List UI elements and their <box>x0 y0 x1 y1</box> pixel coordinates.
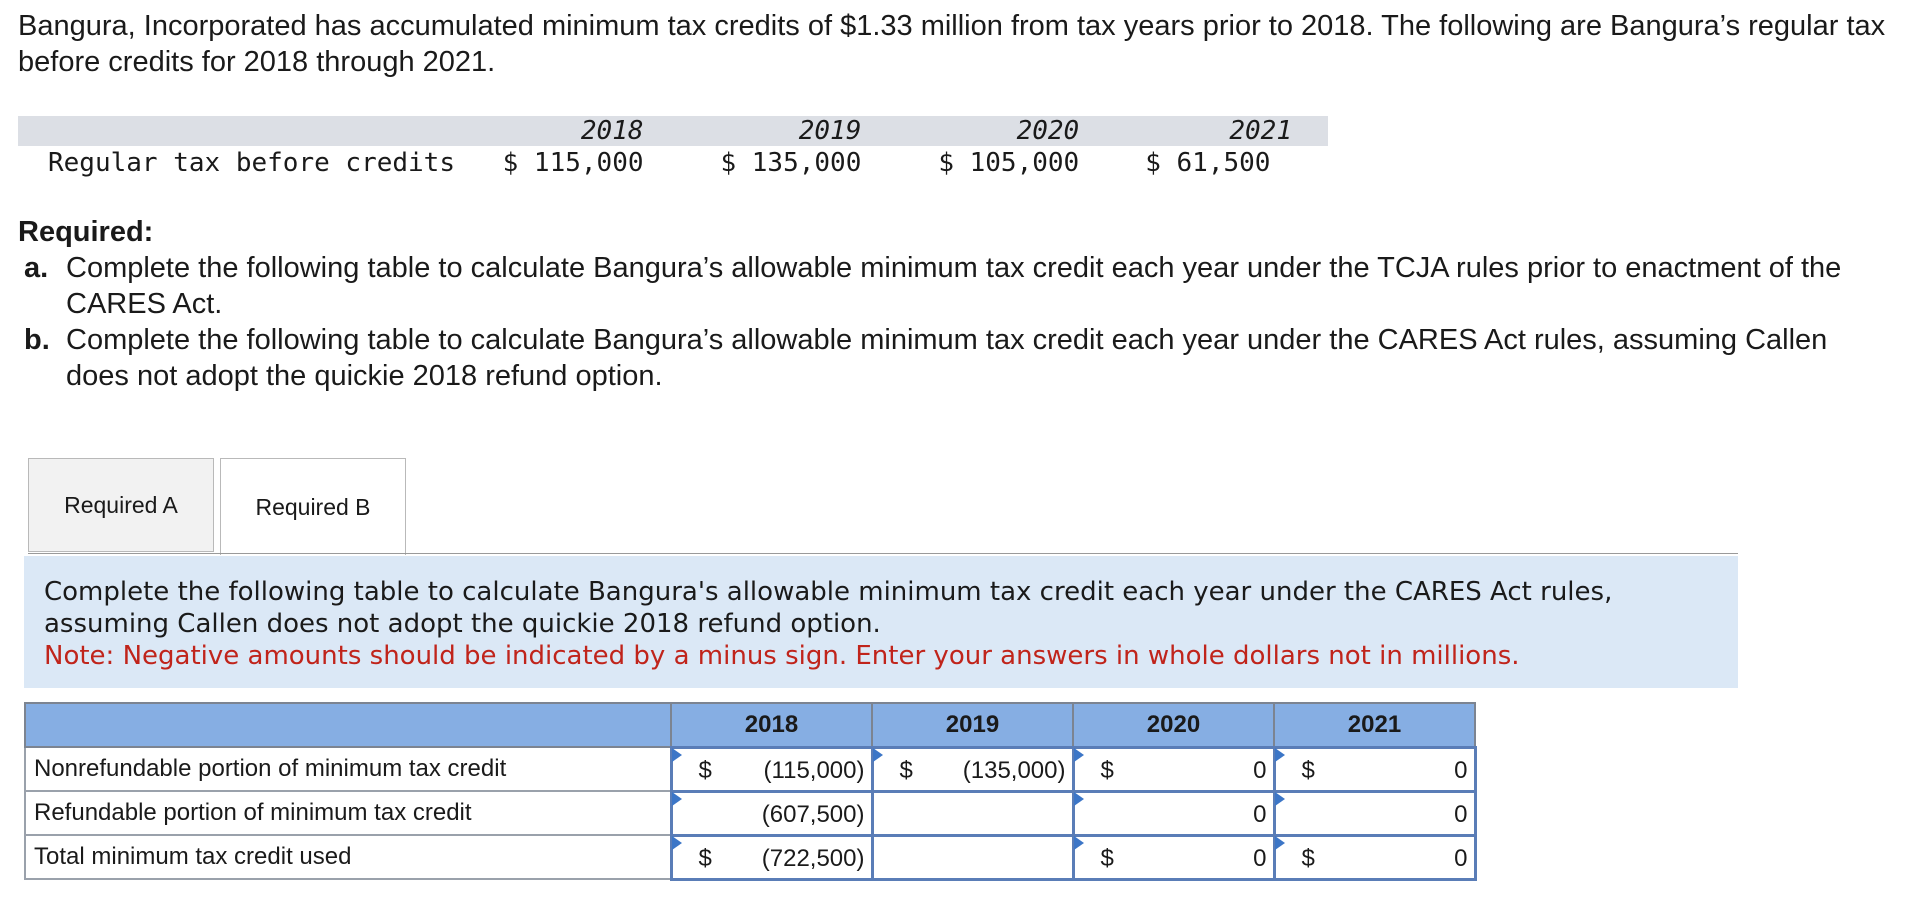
cell-value: 0 <box>1454 756 1468 784</box>
currency-symbol: $ <box>698 756 712 784</box>
required-item-letter: b. <box>24 324 50 356</box>
flag-icon <box>671 835 682 850</box>
input-refundable-2021[interactable]: 0 <box>1272 789 1477 837</box>
required-item-letter: a. <box>24 252 49 284</box>
row-label: Total minimum tax credit used <box>24 834 672 880</box>
required-section: Required: a. Complete the following tabl… <box>18 214 1898 394</box>
cell-value: 0 <box>1253 756 1267 784</box>
given-year-2021: 2021 <box>1115 116 1328 146</box>
flag-icon <box>671 747 682 762</box>
input-nonrefundable-2018[interactable]: $ (115,000) <box>669 745 874 793</box>
required-item-text: Complete the following table to calculat… <box>66 252 1842 320</box>
input-refundable-2020[interactable]: 0 <box>1071 789 1276 837</box>
flag-icon <box>872 747 883 762</box>
instruction-panel: Complete the following table to calculat… <box>24 556 1738 688</box>
flag-icon <box>1073 747 1084 762</box>
cell-value: (135,000) <box>962 756 1066 784</box>
tab-required-a[interactable]: Required A <box>28 458 214 552</box>
input-total-2021[interactable]: $0 <box>1272 833 1477 881</box>
answer-year-2020: 2020 <box>1072 702 1275 748</box>
tab-required-b[interactable]: Required B <box>220 458 406 555</box>
flag-icon <box>1274 747 1285 762</box>
table-row: Nonrefundable portion of minimum tax cre… <box>24 745 1477 793</box>
input-total-2020[interactable]: $0 <box>1071 833 1276 881</box>
answer-table: 2018 2019 2020 2021 Nonrefundable portio… <box>24 702 1477 881</box>
cell-value: (722,500) <box>761 844 865 872</box>
instruction-note: Note: Negative amounts should be indicat… <box>44 641 1520 671</box>
flag-icon <box>1274 791 1285 806</box>
input-nonrefundable-2021[interactable]: $0 <box>1272 745 1477 793</box>
answer-year-2018: 2018 <box>670 702 873 748</box>
flag-icon <box>1073 835 1084 850</box>
given-value-2019: $ 135,000 <box>720 148 862 178</box>
input-total-2018[interactable]: $ (722,500) <box>669 833 874 881</box>
problem-intro: Bangura, Incorporated has accumulated mi… <box>18 10 1886 78</box>
currency-symbol: $ <box>1100 756 1114 784</box>
cell-value: (607,500) <box>761 800 865 828</box>
required-item-text: Complete the following table to calculat… <box>66 324 1828 392</box>
table-row: Refundable portion of minimum tax credit… <box>24 789 1477 837</box>
input-refundable-2018[interactable]: (607,500) <box>669 789 874 837</box>
answer-year-2021: 2021 <box>1273 702 1476 748</box>
input-nonrefundable-2019[interactable]: $ (135,000) <box>870 745 1075 793</box>
given-year-2020: 2020 <box>897 116 1116 146</box>
cell-value: 0 <box>1454 800 1468 828</box>
instruction-text: Complete the following table to calculat… <box>44 577 1613 639</box>
currency-symbol: $ <box>1301 756 1315 784</box>
given-value-2018: $ 115,000 <box>502 148 644 178</box>
currency-symbol: $ <box>698 844 712 872</box>
answer-year-2019: 2019 <box>871 702 1074 748</box>
row-label: Refundable portion of minimum tax credit <box>24 790 672 836</box>
flag-icon <box>1274 835 1285 850</box>
regular-tax-table: 2018 2019 2020 2021 Regular tax before c… <box>18 116 1328 180</box>
flag-icon <box>1073 791 1084 806</box>
required-item-b: b. Complete the following table to calcu… <box>24 322 1898 394</box>
input-nonrefundable-2020[interactable]: $0 <box>1071 745 1276 793</box>
flag-icon <box>671 791 682 806</box>
given-year-2018: 2018 <box>477 116 680 146</box>
given-row-label: Regular tax before credits <box>48 148 455 178</box>
row-label: Nonrefundable portion of minimum tax cre… <box>24 746 672 792</box>
input-total-2019[interactable] <box>870 833 1075 881</box>
tab-divider <box>28 553 1738 554</box>
required-heading: Required: <box>18 216 154 248</box>
currency-symbol: $ <box>1301 844 1315 872</box>
input-refundable-2019[interactable] <box>870 789 1075 837</box>
cell-value: 0 <box>1253 844 1267 872</box>
given-value-2020: $ 105,000 <box>938 148 1080 178</box>
cell-value: 0 <box>1253 800 1267 828</box>
table-row: Total minimum tax credit used $ (722,500)… <box>24 833 1477 881</box>
cell-value: 0 <box>1454 844 1468 872</box>
required-item-a: a. Complete the following table to calcu… <box>24 250 1898 322</box>
currency-symbol: $ <box>1100 844 1114 872</box>
given-year-2019: 2019 <box>679 116 898 146</box>
given-value-2021: $ 61,500 <box>1145 148 1271 178</box>
cell-value: (115,000) <box>763 756 865 784</box>
currency-symbol: $ <box>899 756 913 784</box>
